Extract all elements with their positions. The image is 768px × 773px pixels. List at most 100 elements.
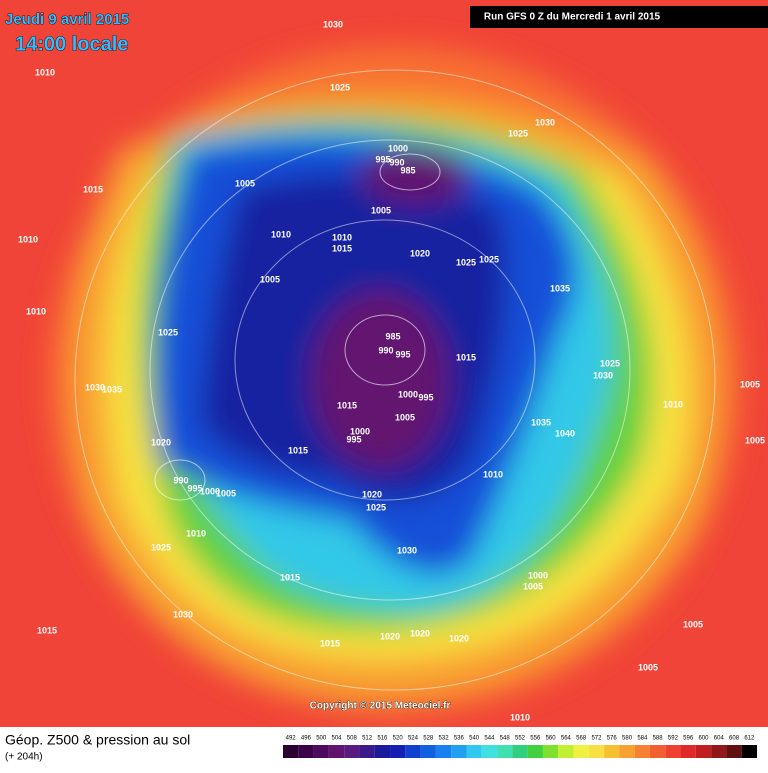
isobar xyxy=(154,459,206,501)
pressure-label: 1005 xyxy=(638,662,658,672)
pressure-label: 1000 xyxy=(388,143,408,153)
pressure-label: 1005 xyxy=(745,435,765,445)
scale-cell xyxy=(711,745,727,758)
scale-cell xyxy=(634,745,650,758)
scale-label: 600 xyxy=(698,736,709,742)
scale-cell xyxy=(451,745,467,758)
scale-label: 604 xyxy=(714,736,725,742)
scale-label: 592 xyxy=(668,736,679,742)
time: 14:00 locale xyxy=(15,33,128,55)
pressure-label: 1005 xyxy=(395,412,415,422)
pressure-label: 1020 xyxy=(410,248,430,258)
pressure-label: 1010 xyxy=(483,469,503,479)
pressure-label: 1015 xyxy=(456,352,476,362)
scale-cell xyxy=(390,745,406,758)
scale-cell xyxy=(466,745,482,758)
scale-cell xyxy=(741,745,757,758)
scale-label: 580 xyxy=(622,736,633,742)
scale-cell xyxy=(359,745,375,758)
pressure-label: 1035 xyxy=(102,384,122,394)
scale-label: 596 xyxy=(683,736,694,742)
scale-cell xyxy=(435,745,452,758)
pressure-label: 1010 xyxy=(186,528,206,538)
scale-label: 564 xyxy=(561,736,572,742)
pressure-label: 1015 xyxy=(280,572,300,582)
isobar xyxy=(149,139,631,601)
scale-label: 516 xyxy=(377,736,388,742)
pressure-label: 1025 xyxy=(600,358,620,368)
scale-label: 492 xyxy=(286,736,297,742)
scale-label: 548 xyxy=(500,736,511,742)
pressure-label: 1000 xyxy=(350,426,370,436)
scale-cell xyxy=(726,745,742,758)
pressure-label: 1000 xyxy=(200,486,220,496)
pressure-label: 1015 xyxy=(337,400,357,410)
pressure-label: 1025 xyxy=(508,128,528,138)
isobar xyxy=(74,69,716,691)
scale-cell xyxy=(558,745,574,758)
pressure-label: 1005 xyxy=(740,379,760,389)
pressure-label: 1000 xyxy=(528,570,548,580)
copyright: Copyright © 2015 Meteociel.fr xyxy=(310,701,451,712)
scale-label: 560 xyxy=(546,736,557,742)
scale-label: 544 xyxy=(484,736,495,742)
scale-cell xyxy=(374,745,391,758)
scale-cell xyxy=(405,745,421,758)
pressure-label: 1015 xyxy=(83,184,103,194)
scale-cell xyxy=(588,745,605,758)
pressure-label: 1000 xyxy=(398,389,418,399)
field xyxy=(0,0,768,727)
pressure-label: 1005 xyxy=(260,274,280,284)
pressure-label: 1025 xyxy=(151,542,171,552)
pressure-label: 1010 xyxy=(35,67,55,77)
scale-label: 496 xyxy=(301,736,312,742)
run-box xyxy=(470,6,768,28)
scale-cell xyxy=(328,745,345,758)
pressure-label: 1025 xyxy=(330,82,350,92)
pressure-label: 1010 xyxy=(332,232,352,242)
pressure-label: 1020 xyxy=(380,631,400,641)
pressure-label: 1020 xyxy=(362,489,382,499)
pressure-label: 1020 xyxy=(449,633,469,643)
scale-label: 528 xyxy=(423,736,434,742)
scale-cell xyxy=(497,745,513,758)
scale-label: 520 xyxy=(393,736,404,742)
scale-cell xyxy=(604,745,620,758)
pressure-label: 1025 xyxy=(158,327,178,337)
scale-cell xyxy=(665,745,681,758)
scale-label: 540 xyxy=(469,736,480,742)
pressure-label: 1030 xyxy=(173,609,193,619)
scale-label: 532 xyxy=(439,736,450,742)
scale-label: 568 xyxy=(576,736,587,742)
pressure-label: 1005 xyxy=(235,178,255,188)
scale-cell xyxy=(695,745,712,758)
pressure-label: 1025 xyxy=(479,254,499,264)
scale-cell xyxy=(283,745,299,758)
scale-cell xyxy=(649,745,666,758)
scale-label: 512 xyxy=(362,736,373,742)
pressure-label: 1030 xyxy=(593,370,613,380)
footer-title: Géop. Z500 & pression au sol xyxy=(5,732,190,748)
scale-cell xyxy=(573,745,589,758)
pressure-label: 1005 xyxy=(216,488,236,498)
date: Jeudi 9 avril 2015 xyxy=(5,11,129,28)
scale-label: 524 xyxy=(408,736,419,742)
pressure-label: 1040 xyxy=(555,428,575,438)
scale-label: 608 xyxy=(729,736,740,742)
scale-label: 508 xyxy=(347,736,358,742)
pressure-labels: 1030101010251030102510009959909851005101… xyxy=(18,19,765,722)
pressure-label: 1030 xyxy=(85,382,105,392)
pressure-label: 1035 xyxy=(550,283,570,293)
pressure-label: 990 xyxy=(389,157,404,167)
pressure-label: 1005 xyxy=(683,619,703,629)
pressure-label: 1010 xyxy=(510,712,530,722)
scale-label: 572 xyxy=(591,736,602,742)
scale-cell xyxy=(680,745,696,758)
scale-label: 500 xyxy=(316,736,327,742)
pressure-label: 1005 xyxy=(371,205,391,215)
run-info: Run GFS 0 Z du Mercredi 1 avril 2015 xyxy=(484,12,661,23)
pressure-label: 1020 xyxy=(151,437,171,447)
pressure-label: 1005 xyxy=(523,581,543,591)
pressure-label: 1010 xyxy=(18,234,38,244)
